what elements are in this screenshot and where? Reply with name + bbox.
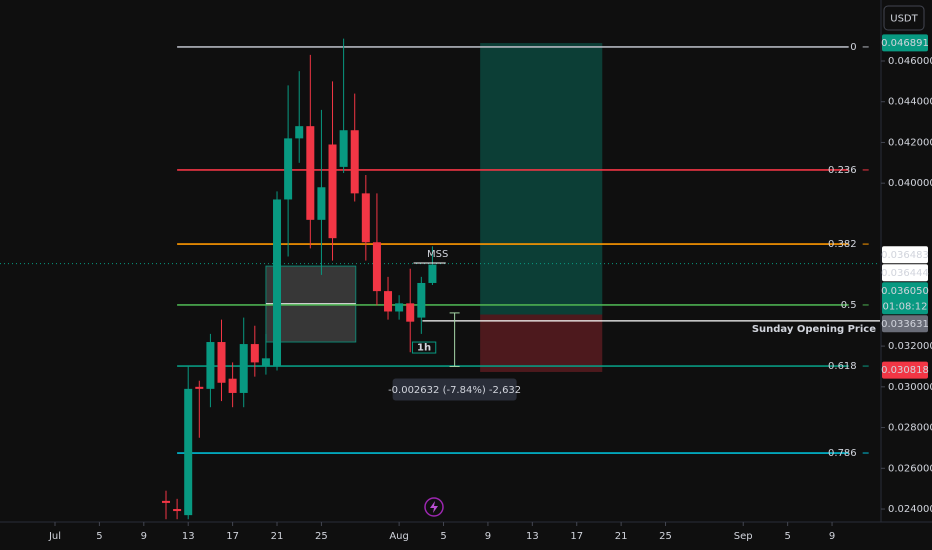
candle-body <box>306 126 315 220</box>
price-tag <box>882 34 928 52</box>
x-tick-label: 5 <box>440 531 446 542</box>
candle-body <box>195 386 204 389</box>
button-frame[interactable] <box>883 5 925 31</box>
x-tick-label: 17 <box>570 531 583 542</box>
x-tick-label: 9 <box>485 531 491 542</box>
candle-body <box>295 126 304 139</box>
x-tick-label: 9 <box>141 531 147 542</box>
fib-label: 0.786 <box>828 448 857 459</box>
y-tick-label: 0.030000 <box>888 382 932 393</box>
x-tick-label: 25 <box>659 531 672 542</box>
candle-body <box>228 378 237 393</box>
timeframe-label: 1h <box>417 343 431 354</box>
currency-label[interactable]: USDT <box>890 14 918 25</box>
candle-body <box>339 130 348 167</box>
x-tick-label: Sep <box>734 531 753 542</box>
price-tag-label: 0.036050 <box>881 286 929 297</box>
x-tick-label: 5 <box>96 531 102 542</box>
candle-body <box>173 509 182 512</box>
plot: 0 0.236 0.382 0.5 0.618 0.786 Sunday Opening P… <box>0 38 880 520</box>
candle-body <box>317 187 326 220</box>
x-tick-label: 21 <box>615 531 628 542</box>
y-tick-label: 0.042000 <box>888 137 932 148</box>
y-tick-label: 0.046000 <box>888 56 932 67</box>
candle-body <box>273 199 282 367</box>
measure-label: -0.002632 (-7.84%) -2,632 <box>388 385 521 396</box>
price-tag <box>882 282 928 315</box>
candle-body <box>217 342 226 383</box>
candle-body <box>328 144 337 239</box>
price-tag <box>882 264 928 282</box>
candle-body <box>184 388 193 516</box>
price-tag-label: 0.036444 <box>881 268 929 279</box>
x-tick-label: Jul <box>48 531 61 542</box>
fib-label: 0.5 <box>841 300 857 311</box>
candle-body <box>406 303 415 322</box>
price-countdown: 01:08:12 <box>883 301 928 312</box>
x-tick-label: 25 <box>315 531 328 542</box>
sunday-open-label: Sunday Opening Price <box>752 324 876 335</box>
y-tick-label: 0.044000 <box>888 97 932 108</box>
candle-body <box>350 130 359 194</box>
fib-label: 0.236 <box>828 165 857 176</box>
icon-bolt[interactable] <box>430 501 438 513</box>
y-tick-label: 0.028000 <box>888 423 932 434</box>
target-zone <box>480 43 603 315</box>
fib-label: 0.618 <box>828 361 857 372</box>
price-tag <box>882 246 928 264</box>
lightning-icon[interactable] <box>424 497 444 517</box>
candle-body <box>361 193 370 243</box>
price-tag-label: 0.036483 <box>881 250 929 261</box>
candle-body <box>261 358 270 367</box>
x-tick-label: 21 <box>271 531 284 542</box>
x-tick-label: 13 <box>182 531 195 542</box>
candle-body <box>239 344 248 393</box>
candle-body <box>384 291 393 312</box>
candle-body <box>284 138 293 200</box>
measure-box <box>392 378 517 401</box>
mss-label: MSS <box>427 249 448 260</box>
candle-body <box>395 303 404 312</box>
y-tick-label: 0.026000 <box>888 463 932 474</box>
y-tick-label: 0.040000 <box>888 178 932 189</box>
x-tick-label: 17 <box>226 531 239 542</box>
price-tag <box>882 315 928 333</box>
stop-zone <box>480 314 603 372</box>
price-tag <box>882 361 928 379</box>
x-tick-label: 13 <box>526 531 539 542</box>
candle-body <box>428 264 437 283</box>
x-tick-label: 5 <box>784 531 790 542</box>
y-tick-label: 0.024000 <box>888 504 932 515</box>
icon-circle[interactable] <box>424 497 444 517</box>
candle-body <box>417 282 426 318</box>
y-tick-label: 0.032000 <box>888 341 932 352</box>
fib-label: 0.382 <box>828 239 857 250</box>
timeframe-box <box>411 341 437 354</box>
price-tag-label: 0.033631 <box>881 319 929 330</box>
price-tag-label: 0.030818 <box>881 365 929 376</box>
candle-body <box>250 344 259 363</box>
fib-label: 0 <box>850 42 856 53</box>
candle-body <box>206 342 215 389</box>
price-tag-label: 0.046891 <box>881 38 929 49</box>
candle-body <box>162 500 171 503</box>
candle-body <box>372 242 381 292</box>
x-tick-label: 9 <box>829 531 835 542</box>
x-tick-label: Aug <box>389 531 409 542</box>
currency-button[interactable]: USDT <box>883 5 925 31</box>
